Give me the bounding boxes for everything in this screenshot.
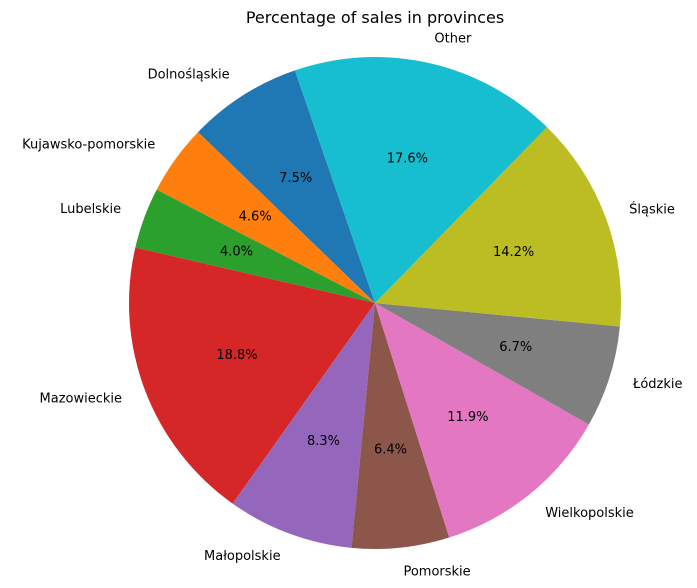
pie-slice-pomorskie	[351, 303, 450, 549]
slice-label-other: Other	[434, 31, 472, 46]
pie-slice-wielkopolskie	[375, 303, 589, 538]
pie-slice-mazowieckie	[129, 247, 375, 504]
pct-label-lubelskie: 4.0%	[220, 244, 253, 259]
pie-labels: 7.5% Dolnośląskie 4.6% Kujawsko-pomorskie 4.…	[22, 31, 682, 579]
pie-slice-lodzkie	[375, 303, 620, 425]
pie-slice-kujawsko-pomorskie	[156, 132, 375, 303]
chart-title: Percentage of sales in provinces	[246, 8, 504, 27]
pct-label-slaskie: 14.2%	[493, 245, 534, 260]
slice-label-wielkopolskie: Wielkopolskie	[545, 506, 634, 521]
pct-label-dolnoslaskie: 7.5%	[279, 171, 312, 186]
slice-label-lubelskie: Lubelskie	[60, 202, 121, 217]
pct-label-wielkopolskie: 11.9%	[447, 410, 488, 425]
pie-slice-malopolskie	[232, 303, 375, 548]
slice-label-malopolskie: Małopolskie	[204, 549, 281, 564]
pct-label-kujawsko-pomorskie: 4.6%	[239, 209, 272, 224]
pie-slice-dolnoslaskie	[198, 70, 375, 303]
slice-label-pomorskie: Pomorskie	[403, 565, 470, 580]
pct-label-mazowieckie: 18.8%	[216, 348, 257, 363]
pie-slice-other	[294, 57, 547, 303]
slice-label-slaskie: Śląskie	[629, 202, 675, 218]
slice-label-dolnoslaskie: Dolnośląskie	[148, 67, 230, 82]
slice-label-mazowieckie: Mazowieckie	[40, 392, 123, 407]
pct-label-other: 17.6%	[387, 151, 428, 166]
pct-label-lodzkie: 6.7%	[499, 340, 532, 355]
pie-slices	[129, 57, 621, 549]
pie-slice-slaskie	[375, 127, 621, 327]
pct-label-pomorskie: 6.4%	[374, 442, 407, 457]
pie-slice-lubelskie	[135, 189, 375, 303]
slice-label-lodzkie: Łódzkie	[632, 377, 682, 392]
pct-label-malopolskie: 8.3%	[307, 434, 340, 449]
slice-label-kujawsko-pomorskie: Kujawsko-pomorskie	[22, 138, 155, 153]
